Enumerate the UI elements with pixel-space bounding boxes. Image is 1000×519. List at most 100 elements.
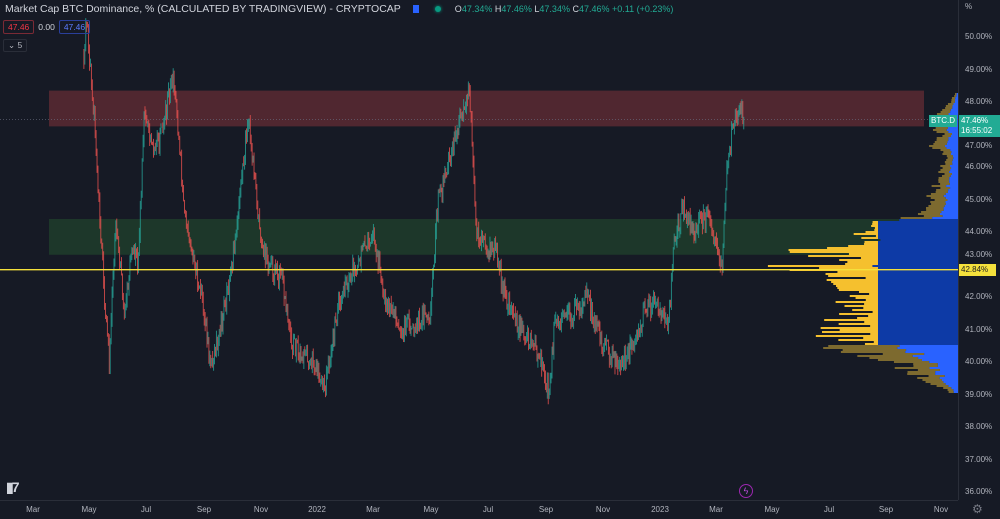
profile-bar-up: [940, 149, 951, 151]
price-tick: 47.00%: [965, 140, 993, 150]
profile-bar-down: [952, 155, 958, 157]
profile-bar-up: [945, 163, 953, 165]
profile-bar-up: [820, 327, 878, 329]
price-tick: 43.00%: [965, 249, 993, 259]
profile-bar-down: [878, 297, 958, 299]
profile-bar-down: [952, 107, 958, 109]
profile-bar-up: [936, 131, 949, 133]
profile-bar-down: [946, 129, 958, 131]
profile-bar-up: [931, 185, 947, 187]
profile-bar-down: [949, 171, 958, 173]
profile-bar-up: [864, 303, 878, 305]
price-tick: 40.00%: [965, 357, 993, 366]
sell-button[interactable]: 47.46: [3, 20, 35, 34]
lightning-icon[interactable]: ϟ: [739, 484, 753, 498]
profile-bar-up: [932, 147, 947, 149]
profile-bar-down: [950, 153, 958, 155]
profile-bar-down: [878, 321, 958, 323]
settings-gear-icon[interactable]: ⚙: [972, 502, 983, 516]
profile-bar-down: [945, 193, 958, 195]
time-tick: May: [764, 505, 780, 514]
indicators-count: 5: [17, 40, 23, 50]
profile-bar-down: [878, 333, 958, 335]
profile-bar-up: [861, 237, 878, 239]
profile-bar-up: [870, 333, 878, 335]
profile-bar-down: [945, 383, 958, 385]
profile-bar-down: [878, 225, 958, 227]
market-status-icon: [434, 6, 441, 12]
price-axis[interactable]: % 50.00% 49.00% 48.00% 47.00% 46.00% 45.00% 44…: [958, 0, 1000, 500]
flag-icon[interactable]: [412, 5, 419, 13]
profile-bar-down: [878, 319, 958, 321]
profile-bar-up: [839, 313, 878, 315]
profile-bar-down: [945, 201, 958, 203]
time-axis[interactable]: Mar May Jul Sep Nov 2022 Mar May Jul Sep Nov 2023 Ma…: [0, 500, 958, 519]
profile-bar-down: [949, 179, 958, 181]
profile-bar-down: [953, 103, 958, 105]
profile-bar-down: [935, 373, 958, 375]
profile-bar-down: [878, 241, 958, 243]
profile-bar-up: [849, 295, 878, 297]
profile-bar-up: [935, 127, 948, 129]
profile-bar-down: [878, 223, 958, 225]
resistance-zone: [49, 90, 924, 127]
profile-bar-down: [878, 341, 958, 343]
profile-bar-up: [840, 351, 906, 353]
profile-bar-up: [848, 253, 878, 255]
profile-bar-up: [944, 133, 952, 135]
time-tick: Sep: [538, 505, 554, 514]
profile-bar-down: [944, 205, 958, 207]
profile-bar-down: [878, 275, 958, 277]
profile-bar-up: [942, 153, 951, 155]
profile-bar-up: [931, 203, 946, 205]
symbol-title[interactable]: Market Cap BTC Dominance, % (CALCULATED …: [5, 3, 401, 15]
profile-bar-up: [847, 261, 878, 263]
profile-bar-up: [907, 373, 936, 375]
profile-bar-up: [833, 283, 878, 285]
profile-bar-up: [947, 157, 954, 159]
profile-bar-down: [949, 181, 958, 183]
price-tick: 44.00%: [965, 227, 993, 236]
profile-bar-up: [930, 193, 946, 195]
chart-legend: Market Cap BTC Dominance, % (CALCULATED …: [5, 3, 673, 15]
profile-bar-down: [947, 199, 958, 201]
profile-bar-up: [943, 151, 952, 153]
profile-bar-down: [942, 215, 958, 217]
profile-bar-down: [951, 151, 958, 153]
profile-bar-up: [933, 143, 947, 145]
profile-bar-up: [824, 319, 878, 321]
profile-bar-down: [947, 127, 958, 129]
time-tick: Mar: [366, 505, 380, 514]
price-tick: 42.00%: [965, 292, 993, 301]
profile-bar-down: [878, 327, 958, 329]
profile-bar-up: [922, 379, 942, 381]
profile-bar-down: [948, 137, 958, 139]
profile-bar-down: [878, 285, 958, 287]
profile-bar-up: [936, 189, 949, 191]
profile-bar-down: [937, 365, 958, 367]
profile-bar-down: [950, 165, 958, 167]
profile-bar-up: [826, 279, 878, 281]
profile-bar-down: [950, 187, 958, 189]
profile-bar-up: [857, 317, 878, 319]
horizontal-line-price-label: 42.84%: [959, 264, 996, 276]
profile-bar-up: [837, 287, 878, 289]
indicators-toggle[interactable]: ⌄ 5: [3, 39, 28, 52]
profile-bar-up: [936, 385, 949, 387]
profile-bar-down: [929, 361, 958, 363]
profile-bar-up: [917, 369, 940, 371]
profile-bar-down: [878, 245, 958, 247]
buy-button[interactable]: 47.46: [58, 20, 91, 34]
last-price-label: 47.46% 16:55:02: [959, 115, 1000, 137]
price-tick: 37.00%: [965, 454, 993, 464]
profile-bar-down: [878, 263, 958, 265]
tradingview-logo[interactable]: ▮7: [6, 479, 19, 495]
profile-bar-up: [767, 265, 873, 267]
profile-bar-down: [954, 101, 958, 103]
profile-bar-down: [939, 377, 958, 379]
profile-bar-down: [946, 185, 958, 187]
profile-bar-down: [878, 335, 958, 337]
price-tick: 38.00%: [965, 422, 993, 431]
profile-bar-up: [823, 347, 898, 349]
